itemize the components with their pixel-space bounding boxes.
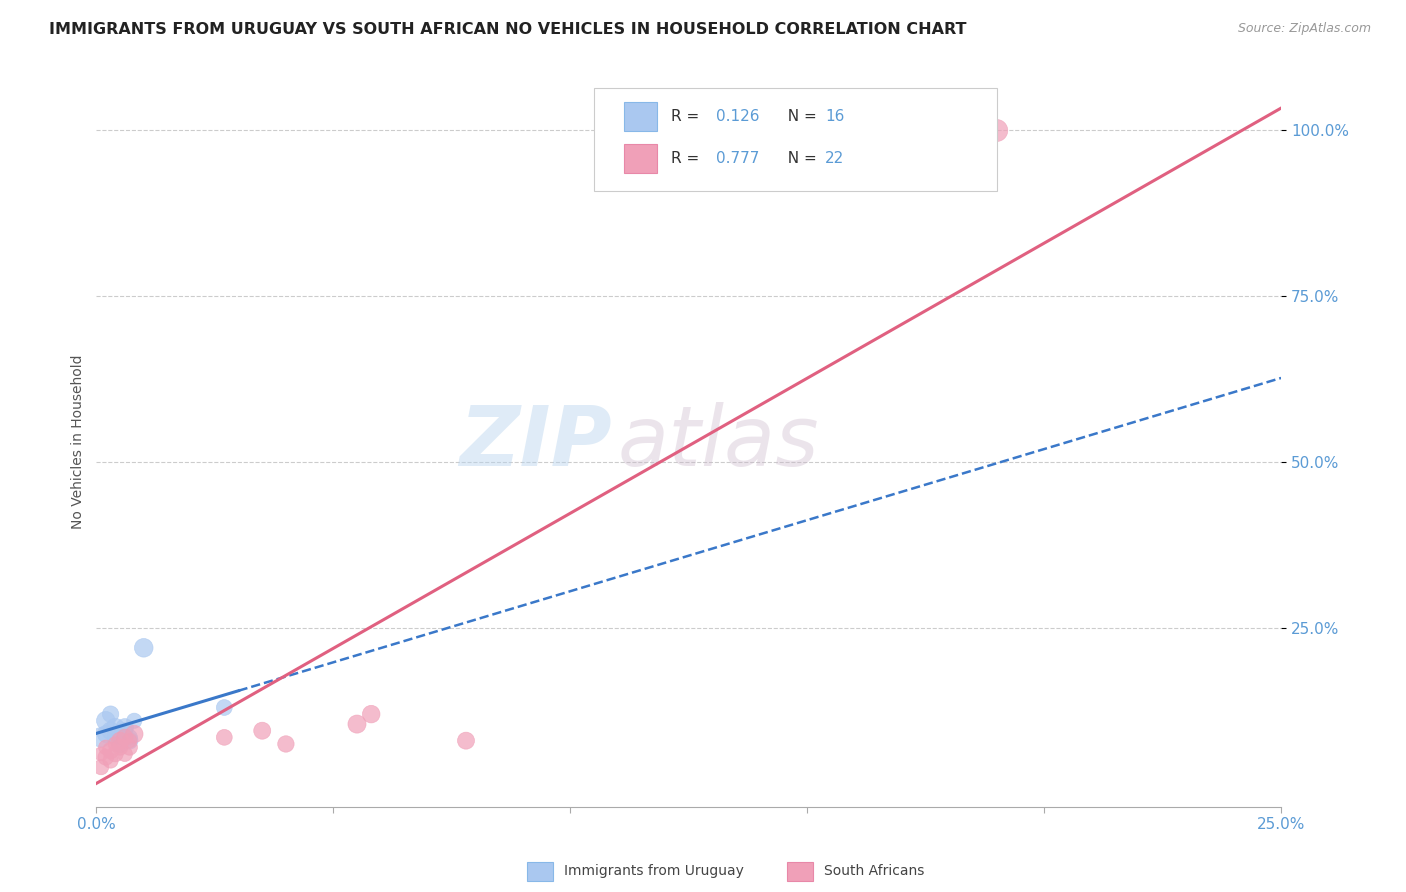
Text: 0.126: 0.126 — [716, 109, 759, 124]
Y-axis label: No Vehicles in Household: No Vehicles in Household — [72, 355, 86, 530]
Point — [986, 123, 1008, 137]
Point — [118, 733, 141, 747]
Point — [122, 714, 145, 728]
Point — [100, 743, 122, 757]
Text: R =: R = — [671, 109, 704, 124]
Point — [108, 737, 131, 751]
Point — [360, 707, 382, 722]
Text: atlas: atlas — [617, 401, 820, 483]
Text: IMMIGRANTS FROM URUGUAY VS SOUTH AFRICAN NO VEHICLES IN HOUSEHOLD CORRELATION CH: IMMIGRANTS FROM URUGUAY VS SOUTH AFRICAN… — [49, 22, 967, 37]
Text: 22: 22 — [825, 151, 844, 166]
Point — [214, 731, 236, 745]
Point — [94, 750, 117, 764]
Point — [108, 733, 131, 747]
FancyBboxPatch shape — [593, 88, 997, 191]
Point — [90, 760, 112, 774]
Point — [108, 740, 131, 755]
Point — [100, 754, 122, 768]
Text: N =: N = — [778, 109, 821, 124]
Point — [122, 727, 145, 741]
Point — [90, 747, 112, 761]
Point — [100, 707, 122, 722]
Point — [118, 740, 141, 755]
Point — [114, 720, 136, 734]
Point — [104, 731, 127, 745]
Text: ZIP: ZIP — [460, 401, 612, 483]
Point — [104, 720, 127, 734]
Text: Source: ZipAtlas.com: Source: ZipAtlas.com — [1237, 22, 1371, 36]
Point — [104, 747, 127, 761]
Point — [90, 731, 112, 745]
Text: 16: 16 — [825, 109, 845, 124]
Point — [132, 640, 155, 655]
Point — [94, 727, 117, 741]
Point — [454, 733, 477, 747]
Point — [108, 727, 131, 741]
Point — [114, 723, 136, 738]
Point — [114, 747, 136, 761]
Text: R =: R = — [671, 151, 704, 166]
Text: Immigrants from Uruguay: Immigrants from Uruguay — [564, 864, 744, 879]
Point — [214, 700, 236, 714]
Point — [346, 717, 368, 731]
Bar — [624, 102, 657, 131]
Text: 0.777: 0.777 — [716, 151, 759, 166]
Point — [104, 737, 127, 751]
Point — [100, 723, 122, 738]
Point — [118, 733, 141, 747]
Point — [274, 737, 297, 751]
Point — [94, 714, 117, 728]
Bar — [624, 144, 657, 173]
Point — [118, 731, 141, 745]
Point — [114, 731, 136, 745]
Text: South Africans: South Africans — [824, 864, 924, 879]
Point — [94, 740, 117, 755]
Text: N =: N = — [778, 151, 821, 166]
Point — [250, 723, 273, 738]
